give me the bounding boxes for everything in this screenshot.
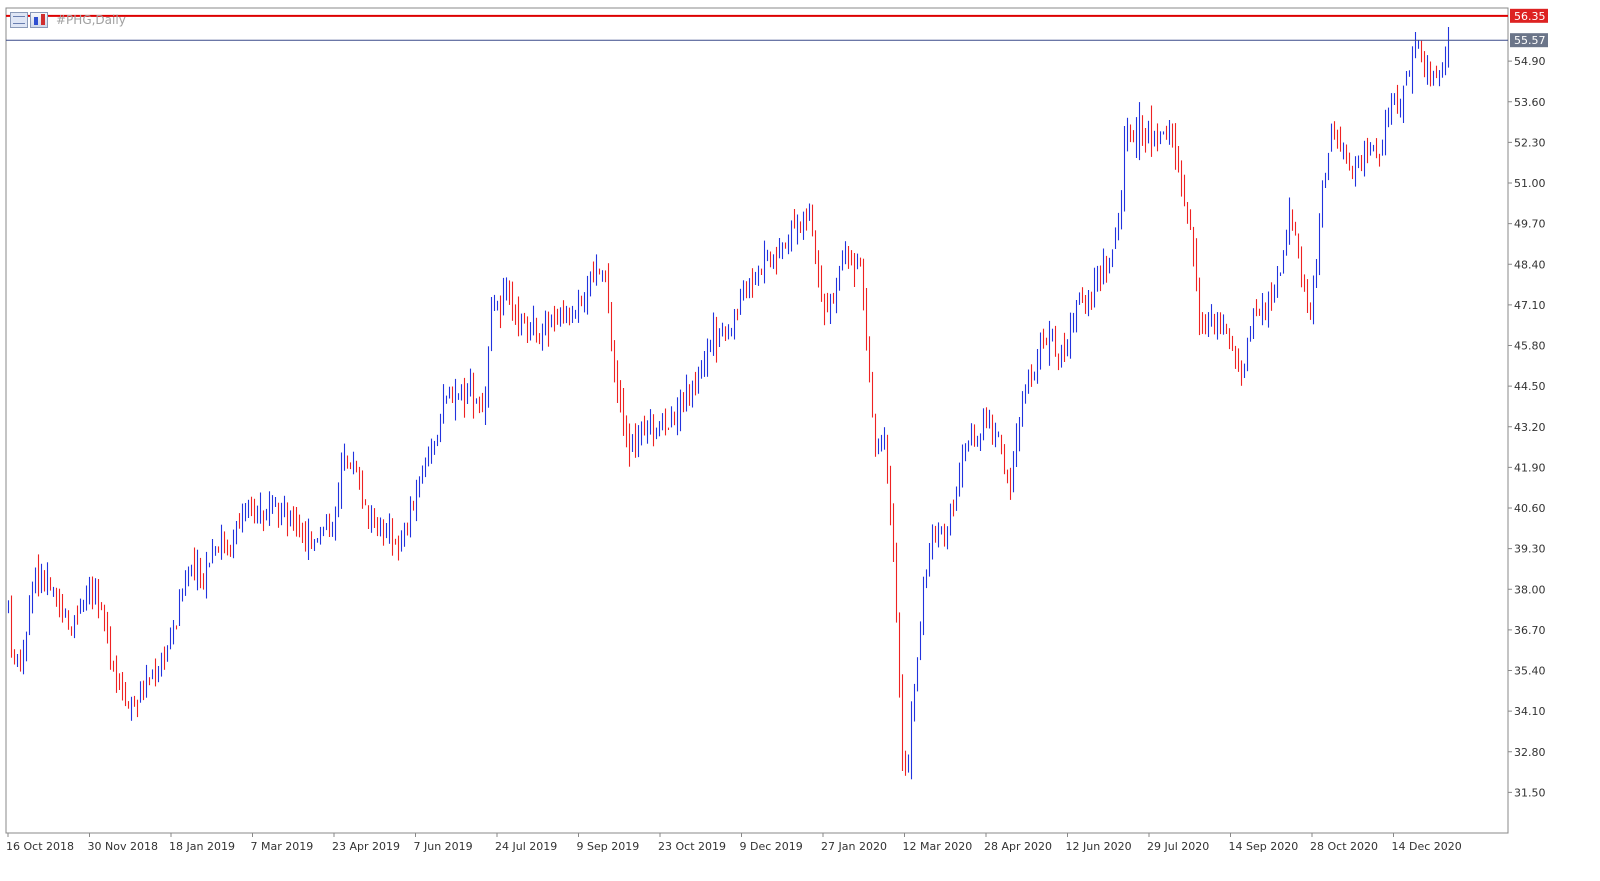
y-tick-label: 51.00 xyxy=(1514,177,1546,190)
x-tick-label: 16 Oct 2018 xyxy=(6,840,74,853)
resistance-price-label: 56.35 xyxy=(1514,10,1546,23)
y-tick-label: 38.00 xyxy=(1514,583,1546,596)
x-tick-label: 14 Sep 2020 xyxy=(1229,840,1299,853)
y-tick-label: 44.50 xyxy=(1514,380,1546,393)
x-tick-label: 9 Dec 2019 xyxy=(740,840,803,853)
y-tick-label: 47.10 xyxy=(1514,299,1546,312)
x-tick-label: 12 Mar 2020 xyxy=(903,840,973,853)
current-price-label: 55.57 xyxy=(1514,34,1546,47)
x-tick-label: 9 Sep 2019 xyxy=(577,840,640,853)
y-tick-label: 54.90 xyxy=(1514,55,1546,68)
x-tick-label: 18 Jan 2019 xyxy=(169,840,235,853)
x-tick-label: 30 Nov 2018 xyxy=(88,840,158,853)
x-tick-label: 27 Jan 2020 xyxy=(821,840,887,853)
symbol-title: #PHG,Daily xyxy=(56,13,126,27)
y-tick-label: 34.10 xyxy=(1514,705,1546,718)
x-tick-label: 12 Jun 2020 xyxy=(1066,840,1132,853)
y-tick-label: 36.70 xyxy=(1514,624,1546,637)
candle-bars-icon[interactable] xyxy=(30,12,48,28)
plot-frame xyxy=(5,7,1509,834)
resistance-price-tag xyxy=(1510,8,1548,23)
x-tick-label: 24 Jul 2019 xyxy=(495,840,557,853)
x-tick-label: 23 Apr 2019 xyxy=(332,840,400,853)
x-tick-label: 7 Mar 2019 xyxy=(251,840,314,853)
x-tick-label: 29 Jul 2020 xyxy=(1147,840,1209,853)
y-tick-label: 40.60 xyxy=(1514,502,1546,515)
y-tick-label: 43.20 xyxy=(1514,421,1546,434)
x-tick-label: 28 Oct 2020 xyxy=(1310,840,1378,853)
y-tick-label: 39.30 xyxy=(1514,543,1546,556)
y-tick-label: 35.40 xyxy=(1514,665,1546,678)
x-tick-label: 28 Apr 2020 xyxy=(984,840,1052,853)
current-price-tag xyxy=(1510,33,1548,48)
y-tick-label: 32.80 xyxy=(1514,746,1546,759)
y-tick-label: 31.50 xyxy=(1514,786,1546,799)
y-tick-label: 52.30 xyxy=(1514,136,1546,149)
x-tick-label: 7 Jun 2019 xyxy=(414,840,473,853)
chart-toolbar: #PHG,Daily xyxy=(10,10,126,30)
y-tick-label: 49.70 xyxy=(1514,218,1546,231)
table-icon[interactable] xyxy=(10,12,28,28)
y-tick-label: 41.90 xyxy=(1514,461,1546,474)
y-tick-label: 45.80 xyxy=(1514,340,1546,353)
x-tick-label: 14 Dec 2020 xyxy=(1392,840,1462,853)
y-tick-label: 53.60 xyxy=(1514,96,1546,109)
y-tick-label: 48.40 xyxy=(1514,258,1546,271)
x-tick-label: 23 Oct 2019 xyxy=(658,840,726,853)
